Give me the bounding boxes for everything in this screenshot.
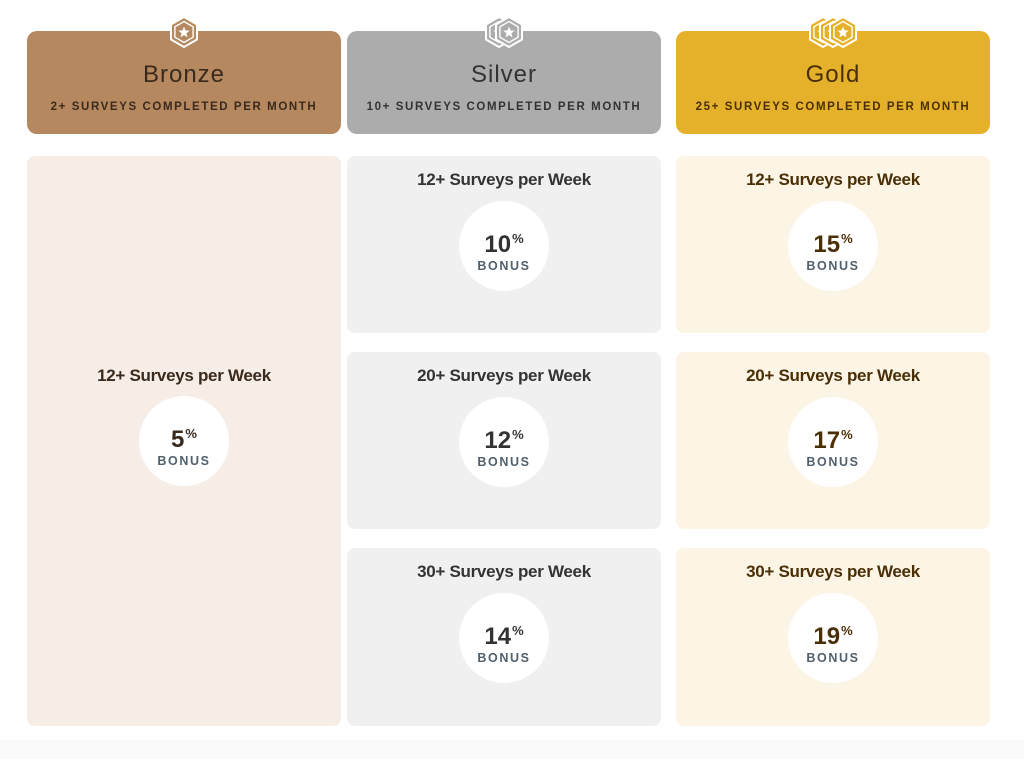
bonus-circle: 14% BONUS — [459, 593, 549, 683]
card-title: 12+ Surveys per Week — [97, 366, 271, 385]
bonus-circle: 12% BONUS — [459, 397, 549, 487]
badge-hexagon-inner — [833, 20, 853, 44]
bonus-circle: 10% BONUS — [459, 201, 549, 291]
tier-requirement: 25+ SURVEYS COMPLETED PER MONTH — [695, 101, 971, 113]
bonus-label: BONUS — [806, 259, 860, 273]
bonus-card-silver-3: 30+ Surveys per Week 14% BONUS — [347, 548, 661, 726]
tier-name: Gold — [805, 61, 861, 88]
bonus-value: 10% — [484, 231, 524, 258]
tier-name: Bronze — [142, 61, 226, 88]
bonus-value: 19% — [813, 623, 853, 650]
tier-header-bronze: Bronze 2+ SURVEYS COMPLETED PER MONTH — [27, 31, 341, 134]
bonus-label: BONUS — [806, 455, 860, 469]
bonus-value: 14% — [484, 623, 524, 650]
bonus-card-silver-1: 12+ Surveys per Week 10% BONUS — [347, 156, 661, 333]
tier-requirement: 2+ SURVEYS COMPLETED PER MONTH — [50, 101, 318, 113]
bonus-value: 5% — [171, 426, 197, 453]
bonus-label: BONUS — [477, 651, 531, 665]
tier-column-bronze: Bronze 2+ SURVEYS COMPLETED PER MONTH 12… — [27, 0, 341, 730]
tier-requirement: 10+ SURVEYS COMPLETED PER MONTH — [366, 101, 642, 113]
tier-column-gold: Gold 25+ SURVEYS COMPLETED PER MONTH 12+… — [676, 0, 990, 730]
bonus-circle: 19% BONUS — [788, 593, 878, 683]
star-icon — [178, 26, 190, 38]
card-title: 30+ Surveys per Week — [417, 562, 591, 581]
star-icon — [503, 26, 515, 38]
bonus-card-bronze-1: 12+ Surveys per Week 5% BONUS — [27, 156, 341, 726]
tier-header-gold: Gold 25+ SURVEYS COMPLETED PER MONTH — [676, 31, 990, 134]
tier-column-silver: Silver 10+ SURVEYS COMPLETED PER MONTH 1… — [347, 0, 661, 730]
bonus-value: 12% — [484, 427, 524, 454]
bonus-label: BONUS — [477, 259, 531, 273]
card-title: 30+ Surveys per Week — [746, 562, 920, 581]
card-title: 12+ Surveys per Week — [746, 170, 920, 189]
bonus-label: BONUS — [806, 651, 860, 665]
bonus-value: 15% — [813, 231, 853, 258]
bonus-card-silver-2: 20+ Surveys per Week 12% BONUS — [347, 352, 661, 529]
bonus-circle: 17% BONUS — [788, 397, 878, 487]
star-icon — [837, 26, 849, 38]
bonus-label: BONUS — [477, 455, 531, 469]
tier-name: Silver — [470, 61, 537, 88]
tier-header-silver: Silver 10+ SURVEYS COMPLETED PER MONTH — [347, 31, 661, 134]
bonus-label: BONUS — [157, 454, 211, 468]
bonus-card-gold-1: 12+ Surveys per Week 15% BONUS — [676, 156, 990, 333]
bonus-value: 17% — [813, 427, 853, 454]
bonus-card-gold-3: 30+ Surveys per Week 19% BONUS — [676, 548, 990, 726]
bonus-circle: 5% BONUS — [139, 396, 229, 486]
card-title: 20+ Surveys per Week — [746, 366, 920, 385]
card-title: 20+ Surveys per Week — [417, 366, 591, 385]
star-hexagon-icon — [170, 15, 198, 49]
star-hexagon-icon — [485, 15, 523, 49]
bonus-circle: 15% BONUS — [788, 201, 878, 291]
page-footer-strip — [0, 740, 1024, 759]
badge-hexagon-inner — [499, 20, 519, 44]
gold-badge — [676, 14, 990, 50]
card-title: 12+ Surveys per Week — [417, 170, 591, 189]
silver-badge — [347, 14, 661, 50]
bronze-badge — [27, 14, 341, 50]
star-hexagon-icon — [809, 15, 857, 49]
bonus-card-gold-2: 20+ Surveys per Week 17% BONUS — [676, 352, 990, 529]
badge-hexagon-inner — [174, 20, 194, 44]
